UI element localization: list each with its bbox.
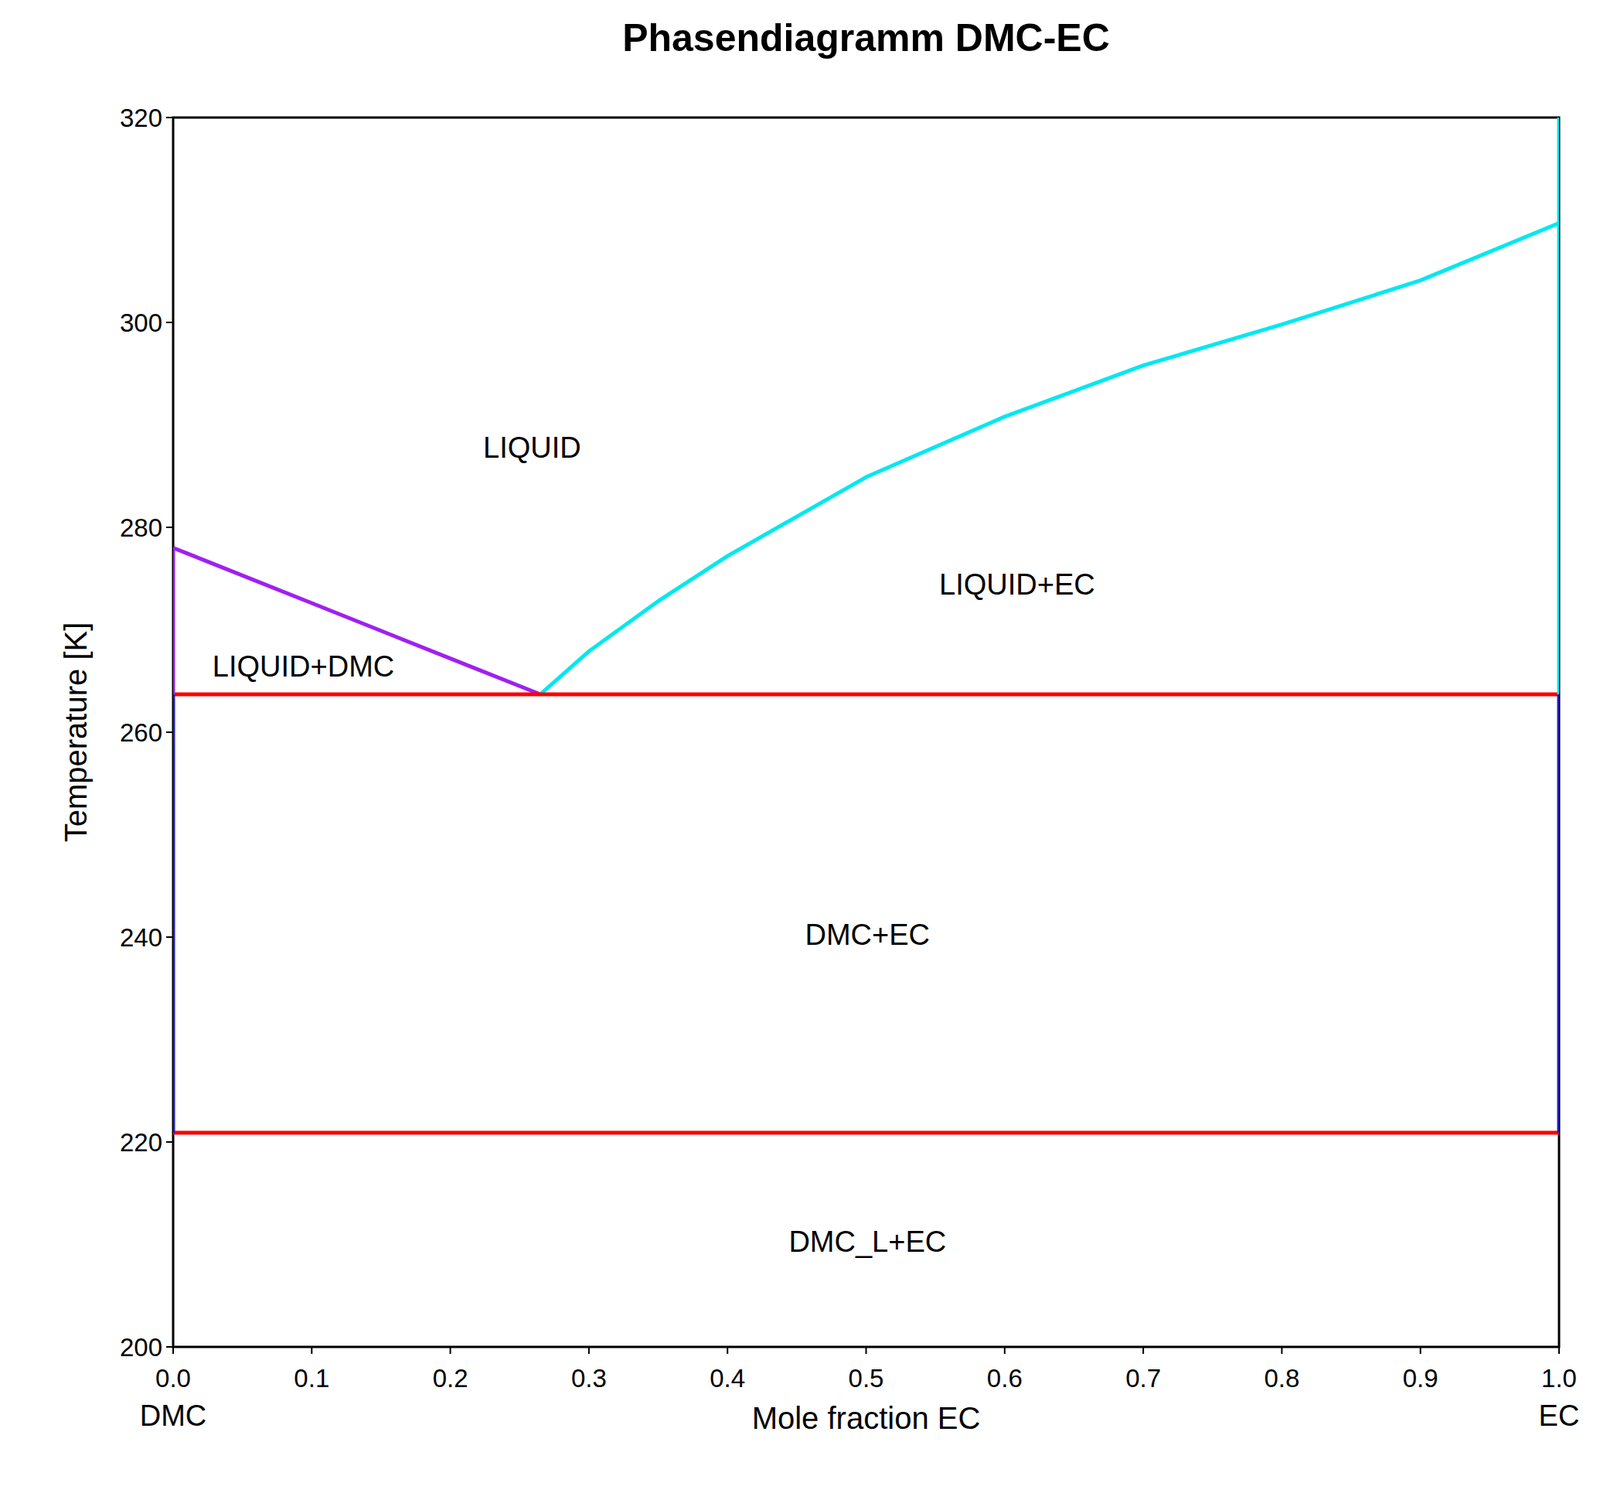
y-tick-label: 280 bbox=[119, 513, 163, 542]
region-label: LIQUID+DMC bbox=[212, 650, 395, 683]
phase-boundary bbox=[173, 548, 541, 695]
y-tick-label: 220 bbox=[119, 1127, 163, 1157]
x-tick-label: 0.1 bbox=[293, 1363, 330, 1393]
x-tick-label: 0.7 bbox=[1125, 1363, 1161, 1393]
y-tick-label: 240 bbox=[119, 922, 163, 952]
x-tick-label: 0.8 bbox=[1263, 1363, 1300, 1393]
x-tick-label: 0.4 bbox=[709, 1363, 746, 1393]
region-label: LIQUID bbox=[483, 431, 582, 464]
region-label: DMC_L+EC bbox=[788, 1225, 947, 1258]
phase-boundary bbox=[540, 222, 1560, 695]
y-tick-label: 320 bbox=[119, 103, 163, 133]
series-group bbox=[173, 117, 1560, 1133]
phase-boundary bbox=[1557, 694, 1560, 1133]
y-tick-label: 300 bbox=[119, 308, 163, 338]
plot-frame bbox=[173, 117, 1560, 1347]
y-axis-label: Temperature [K] bbox=[58, 622, 93, 843]
region-label: DMC+EC bbox=[805, 918, 931, 951]
title: Phasendiagramm DMC-EC bbox=[622, 16, 1110, 60]
phase-boundary bbox=[1557, 117, 1560, 695]
x-tick-label: 0.2 bbox=[432, 1363, 469, 1393]
phase-boundary bbox=[173, 691, 1560, 696]
chart: Phasendiagramm DMC-EC 0.0 0.1 0.2 0.3 0.4 0.5 0… bbox=[0, 0, 1600, 1500]
component-label: DMC bbox=[139, 1399, 208, 1432]
y-tick-label: 200 bbox=[119, 1332, 163, 1362]
component-label: EC bbox=[1538, 1399, 1580, 1432]
y-tick-label: 260 bbox=[119, 718, 163, 747]
region-label: LIQUID+EC bbox=[939, 568, 1096, 601]
x-tick-label: 0.6 bbox=[987, 1363, 1023, 1393]
x-axis-label: Mole fraction EC bbox=[752, 1400, 981, 1435]
x-tick-label: 0.5 bbox=[848, 1363, 885, 1393]
phase-boundary bbox=[173, 548, 176, 695]
phase-boundary bbox=[173, 1130, 1560, 1135]
phase-boundary bbox=[173, 694, 176, 1133]
x-tick-label: 0.9 bbox=[1402, 1363, 1439, 1393]
x-tick-label: 0.3 bbox=[571, 1363, 607, 1393]
x-tick-label: 0.0 bbox=[155, 1363, 191, 1393]
x-tick-label: 1.0 bbox=[1541, 1363, 1577, 1393]
